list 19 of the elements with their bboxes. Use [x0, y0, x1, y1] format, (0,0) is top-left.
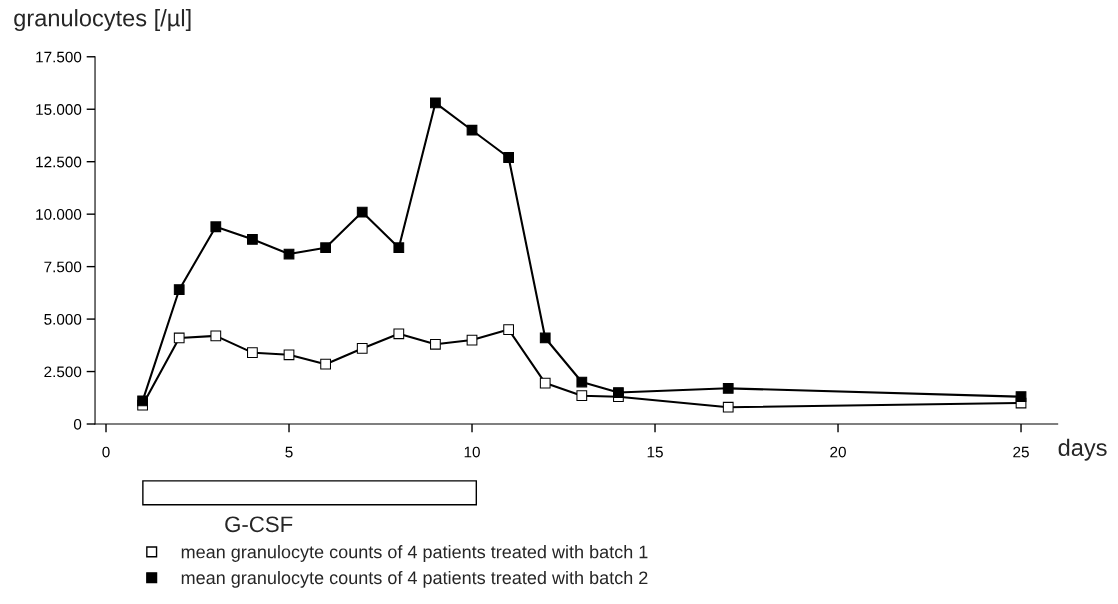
y-tick-label: 5.000 [44, 313, 82, 325]
text: G-CSF [225, 516, 293, 533]
y-tick-label: 10.000 [36, 209, 82, 220]
x-tick-label: 15 [647, 446, 663, 458]
y-axis-title: granulocytes [/µl] [14, 9, 191, 32]
y-tick-label: 17.500 [36, 51, 82, 63]
y-tick-label: 15.000 [36, 104, 82, 115]
y-tick-label: 0 [73, 418, 82, 430]
y-tick-label: 7.500 [44, 261, 82, 273]
x-tick-label: 5 [285, 446, 293, 458]
x-tick-label: 10 [464, 446, 480, 458]
legend-label: mean granulocyte counts of 4 patients treated with batch 1 [181, 545, 648, 562]
legend-label: mean granulocyte counts of 4 patients treated with batch 2 [181, 570, 648, 588]
x-tick-label: 25 [1013, 446, 1029, 458]
y-tick-label: 12.500 [36, 156, 82, 168]
y-tick-label: 2.500 [44, 366, 82, 378]
x-tick-label: 20 [830, 446, 846, 458]
x-tick-label: 0 [102, 446, 110, 458]
x-axis-title: days [1058, 438, 1107, 461]
